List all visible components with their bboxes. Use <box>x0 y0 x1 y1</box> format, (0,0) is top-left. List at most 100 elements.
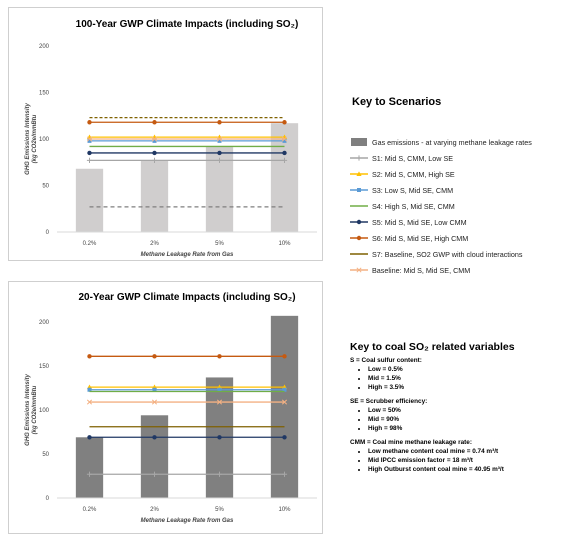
legend-entry: S1: Mid S, CMM, Low SE <box>349 150 571 166</box>
series-point <box>151 471 158 477</box>
series-point <box>216 399 223 405</box>
scenario-series-2 <box>86 384 288 390</box>
legend-swatch <box>350 205 368 207</box>
legend-entry: S7: Baseline, SO2 GWP with cloud interac… <box>349 246 571 262</box>
series-point <box>151 399 158 405</box>
coal-key-item: High = 3.5% <box>368 383 572 392</box>
legend-label: S5: Mid S, Mid SE, Low CMM <box>372 217 467 227</box>
series-point <box>152 387 157 392</box>
series-point <box>87 387 92 392</box>
x-tick-label: 2% <box>150 507 159 513</box>
series-point <box>216 157 223 163</box>
series-point <box>87 150 92 156</box>
legend-label: S1: Mid S, CMM, Low SE <box>372 153 454 163</box>
chart-title: 20-Year GWP Climate Impacts (including S… <box>78 292 295 303</box>
scenario-series-3 <box>87 387 287 392</box>
series-point <box>151 136 158 142</box>
x-tick-label: 0.2% <box>83 507 97 513</box>
x-tick-label: 10% <box>278 507 291 513</box>
y-tick-label: 0 <box>46 230 50 236</box>
coal-key-list: Low = 50%Mid = 90%High = 98% <box>350 406 572 433</box>
series-point <box>216 136 223 142</box>
legend-entry: Gas emissions - at varying methane leaka… <box>349 134 571 150</box>
coal-key-heading: SE = Scrubber efficiency: <box>350 398 428 405</box>
series-point <box>282 120 287 125</box>
scenario-series-6 <box>87 354 287 359</box>
coal-key-item: High = 98% <box>368 424 572 433</box>
series-point <box>152 354 157 359</box>
y-tick-label: 50 <box>42 184 49 190</box>
scenario-series-5 <box>87 435 287 440</box>
gas-emissions-bar <box>140 160 169 232</box>
series-point <box>87 138 92 143</box>
legend-marker <box>356 171 362 176</box>
key-coal-title: Key to coal SO₂ related variables <box>350 341 515 353</box>
coal-key-item: Mid IPCC emission factor = 18 m³/t <box>368 456 572 465</box>
series-point <box>87 435 92 440</box>
legend-marker <box>357 188 361 192</box>
x-tick-label: 5% <box>215 241 224 247</box>
x-tick-label: 0.2% <box>83 241 97 247</box>
legend-entry: S4: High S, Mid SE, CMM <box>349 198 571 214</box>
legend-entry: S2: Mid S, CMM, High SE <box>349 166 571 182</box>
chart-20yr: 20-Year GWP Climate Impacts (including S… <box>25 292 317 524</box>
coal-key-item: Low methane content coal mine = 0.74 m³/… <box>368 447 572 456</box>
gas-emissions-bar <box>75 437 104 498</box>
legend-swatch <box>350 155 368 161</box>
scenario-legend: Gas emissions - at varying methane leaka… <box>349 134 571 278</box>
series-point <box>282 354 287 359</box>
gas-emissions-bar <box>140 415 169 498</box>
series-point <box>87 354 92 359</box>
scenario-series-5 <box>87 150 287 156</box>
legend-swatch <box>350 267 368 273</box>
x-axis-label: Methane Leakage Rate from Gas <box>141 518 234 524</box>
series-point <box>217 120 222 125</box>
coal-key-item: High Outburst content coal mine = 40.95 … <box>368 465 572 474</box>
series-point <box>152 138 157 143</box>
coal-key-item: Low = 50% <box>368 406 572 415</box>
legend-label: Gas emissions - at varying methane leaka… <box>372 137 532 147</box>
chart-20yr-panel: 20-Year GWP Climate Impacts (including S… <box>8 281 323 534</box>
x-axis-label: Methane Leakage Rate from Gas <box>141 252 234 258</box>
x-tick-label: 5% <box>215 507 224 513</box>
y-tick-label: 200 <box>39 44 50 50</box>
legend-label: Baseline: Mid S, Mid SE, CMM <box>372 265 471 275</box>
y-tick-label: 100 <box>39 408 50 414</box>
legend-label: S4: High S, Mid SE, CMM <box>372 201 455 211</box>
legend-label: S6: Mid S, Mid SE, High CMM <box>372 233 469 243</box>
legend-marker <box>356 235 362 241</box>
legend-swatch <box>350 188 368 192</box>
legend-swatch <box>350 171 368 176</box>
y-tick-label: 50 <box>42 452 49 458</box>
scenario-series-8 <box>86 399 288 405</box>
coal-variables-key: S = Coal sulfur content:Low = 0.5%Mid = … <box>350 357 572 474</box>
legend-marker <box>356 267 362 273</box>
scenario-series-1 <box>86 157 288 163</box>
scenario-series-6 <box>87 120 287 125</box>
series-point <box>217 138 222 143</box>
coal-key-item: Mid = 90% <box>368 415 572 424</box>
legend-entry: Baseline: Mid S, Mid SE, CMM <box>349 262 571 278</box>
coal-key-heading: S = Coal sulfur content: <box>350 357 422 364</box>
gas-emissions-bar <box>75 168 104 232</box>
legend-marker <box>356 219 362 225</box>
legend-marker <box>356 155 362 161</box>
series-point <box>152 150 157 156</box>
series-point <box>151 157 158 163</box>
y-tick-label: 150 <box>39 91 50 97</box>
chart-100yr: 100-Year GWP Climate Impacts (including … <box>25 19 317 258</box>
y-tick-label: 0 <box>46 496 50 502</box>
legend-swatch <box>350 235 368 241</box>
legend-swatch <box>351 138 367 146</box>
series-point <box>86 157 93 163</box>
y-axis-label: GHG Emissions Intensity(kg CO2e/mmBtu <box>25 373 38 445</box>
series-point <box>217 387 222 392</box>
scenario-series-3 <box>87 138 287 143</box>
series-point <box>216 471 223 477</box>
legend-label: S3: Low S, Mid SE, CMM <box>372 185 454 195</box>
series-point <box>152 120 157 125</box>
series-point <box>152 435 157 440</box>
series-point <box>281 471 288 477</box>
key-scenarios-title: Key to Scenarios <box>352 96 442 108</box>
y-tick-label: 150 <box>39 364 50 370</box>
